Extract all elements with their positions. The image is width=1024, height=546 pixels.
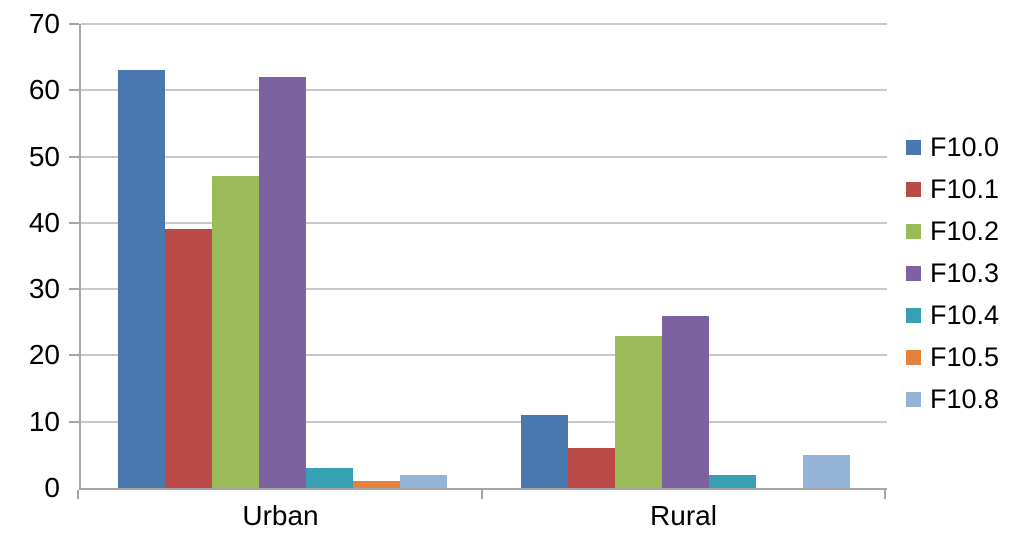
gridline-y10 — [81, 420, 887, 423]
legend-item-f10.8: F10.8 — [906, 378, 999, 420]
plot-area — [79, 23, 887, 490]
legend-label-f10.0: F10.0 — [930, 131, 1000, 162]
legend-swatch-f10.3 — [906, 265, 921, 281]
ytick-mark-60 — [69, 89, 79, 92]
legend-swatch-f10.2 — [906, 223, 921, 239]
legend-label-f10.5: F10.5 — [930, 341, 1000, 372]
y-axis-label-60: 60 — [28, 74, 60, 106]
bar-f10.2-rural — [615, 336, 662, 488]
bar-f10.5-urban — [353, 481, 400, 488]
legend-label-f10.3: F10.3 — [930, 257, 1000, 288]
legend-label-f10.1: F10.1 — [930, 173, 1000, 204]
y-axis-label-40: 40 — [28, 206, 60, 238]
gridline-y70 — [81, 23, 887, 25]
legend-swatch-f10.8 — [906, 391, 921, 407]
bar-f10.3-rural — [662, 316, 709, 488]
bar-f10.0-urban — [118, 70, 165, 488]
ytick-mark-20 — [69, 354, 79, 357]
xtick-mark-0 — [77, 490, 79, 499]
legend-item-f10.2: F10.2 — [906, 210, 999, 252]
legend-item-f10.0: F10.0 — [906, 126, 999, 168]
y-axis-label-70: 70 — [28, 8, 60, 39]
bar-group-urban — [118, 70, 447, 488]
legend-label-f10.2: F10.2 — [930, 215, 1000, 246]
bar-f10.1-rural — [568, 448, 615, 488]
gridline-y60 — [81, 89, 887, 92]
bar-f10.8-urban — [400, 475, 447, 488]
ytick-mark-40 — [69, 221, 79, 224]
legend-item-f10.4: F10.4 — [906, 294, 999, 336]
gridline-y40 — [81, 221, 887, 224]
gridline-y30 — [81, 288, 887, 291]
bar-f10.1-urban — [165, 229, 212, 488]
legend-label-f10.4: F10.4 — [930, 299, 1000, 330]
ytick-mark-30 — [69, 288, 79, 291]
legend-swatch-f10.5 — [906, 349, 921, 365]
bar-f10.4-rural — [709, 475, 756, 488]
legend-swatch-f10.4 — [906, 307, 921, 323]
ytick-mark-50 — [69, 155, 79, 158]
y-axis-label-10: 10 — [28, 405, 60, 437]
ytick-mark-10 — [69, 420, 79, 423]
xtick-mark-2 — [884, 490, 886, 499]
bar-f10.3-urban — [259, 77, 306, 488]
bar-f10.0-rural — [521, 415, 568, 488]
legend-swatch-f10.0 — [906, 139, 921, 155]
legend-label-f10.8: F10.8 — [930, 383, 1000, 414]
xtick-mark-1 — [481, 490, 483, 499]
x-axis-label-rural: Rural — [650, 500, 717, 531]
legend-swatch-f10.1 — [906, 181, 921, 197]
ytick-mark-70 — [69, 23, 79, 25]
legend-item-f10.3: F10.3 — [906, 252, 999, 294]
y-axis-label-50: 50 — [28, 140, 60, 172]
bar-f10.2-urban — [212, 176, 259, 488]
legend-item-f10.5: F10.5 — [906, 336, 999, 378]
chart-legend: F10.0 F10.1 F10.2 F10.3 F10.4 F10.5 F10.8 — [906, 126, 999, 420]
bar-f10.4-urban — [306, 468, 353, 488]
x-axis-label-urban: Urban — [242, 500, 319, 531]
gridline-y20 — [81, 354, 887, 357]
bar-f10.8-rural — [803, 455, 850, 488]
gridline-y50 — [81, 155, 887, 158]
y-axis-label-30: 30 — [28, 273, 60, 305]
bar-group-rural — [521, 316, 850, 488]
legend-item-f10.1: F10.1 — [906, 168, 999, 210]
y-axis-label-20: 20 — [28, 339, 60, 371]
y-axis-label-0: 0 — [44, 472, 60, 503]
